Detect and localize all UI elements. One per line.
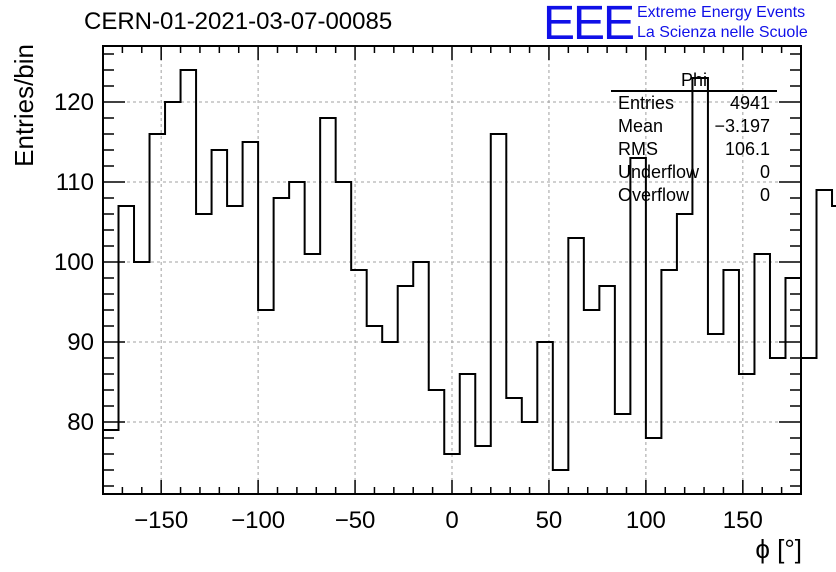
y-tick-label: 120: [54, 89, 94, 116]
stats-row-entries: Entries 4941: [611, 92, 777, 115]
stats-row-underflow: Underflow 0: [611, 161, 777, 184]
x-tick-label: −100: [231, 507, 285, 534]
grid-lines: [103, 46, 801, 494]
x-tick-label: −50: [335, 507, 376, 534]
stats-value: 106.1: [724, 139, 770, 159]
stats-value: −3.197: [714, 116, 770, 136]
tick-labels: −150 −100 −50 0 50 100 150 80 90 100 110 120: [54, 89, 763, 534]
stats-label: Mean: [618, 116, 664, 136]
stats-value: 0: [759, 185, 770, 205]
stats-box: Phi Entries 4941 Mean −3.197 RMS 106.1 U…: [611, 70, 777, 207]
histogram-line: [102, 69, 836, 494]
stats-row-rms: RMS 106.1: [611, 138, 777, 161]
stats-value: 4941: [729, 93, 770, 113]
stats-label: Underflow: [618, 162, 700, 182]
logo-text-line1: Extreme Energy Events: [637, 4, 806, 21]
x-tick-label: 50: [536, 507, 563, 534]
x-tick-label: 0: [445, 507, 458, 534]
x-tick-label: 150: [723, 507, 763, 534]
y-tick-label: 80: [67, 409, 94, 436]
stats-label: Overflow: [618, 185, 690, 205]
stats-title: Phi: [611, 70, 777, 92]
x-tick-label: −150: [134, 507, 188, 534]
y-tick-label: 90: [67, 329, 94, 356]
chart-title: CERN-01-2021-03-07-00085: [84, 8, 393, 35]
logo-text-line2: La Scienza nelle Scuole: [637, 24, 808, 41]
stats-row-mean: Mean −3.197: [611, 115, 777, 138]
y-tick-label: 100: [54, 249, 94, 276]
axis-ticks: [102, 46, 802, 494]
stats-row-overflow: Overflow 0: [611, 184, 777, 207]
eee-logo-mark: EEE: [543, 0, 635, 50]
x-tick-label: 100: [626, 507, 666, 534]
stats-label: RMS: [618, 139, 658, 159]
x-axis-label: ϕ [°]: [755, 534, 802, 564]
stats-label: Entries: [618, 93, 675, 113]
stats-value: 0: [759, 162, 770, 182]
y-tick-label: 110: [56, 169, 94, 196]
y-axis-label: Entries/bin: [9, 44, 39, 167]
